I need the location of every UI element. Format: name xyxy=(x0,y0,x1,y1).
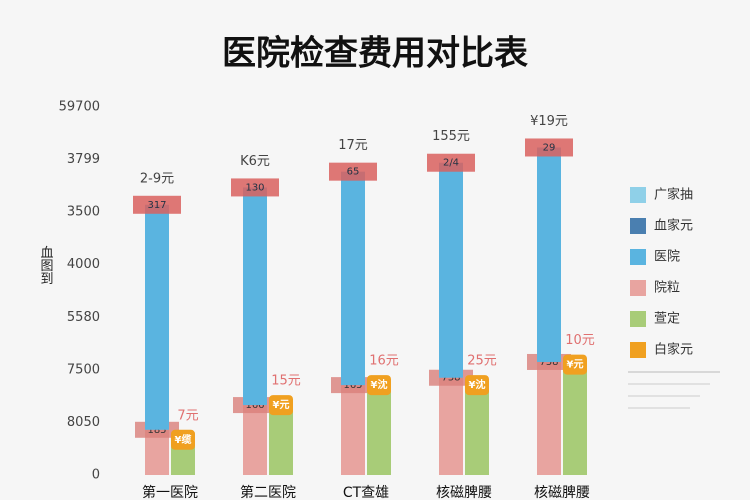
y-tick-label: 59700 xyxy=(59,100,100,115)
bar xyxy=(563,364,587,475)
bar xyxy=(243,405,267,475)
y-tick-label: 5580 xyxy=(67,310,100,325)
green-top-label: 15元 xyxy=(271,374,301,389)
top-label: K6元 xyxy=(240,154,270,169)
y-tick-label: 0 xyxy=(92,468,100,483)
cap-label: 65 xyxy=(347,167,360,178)
base-label: 166 xyxy=(245,400,264,411)
cap-box xyxy=(525,138,573,157)
x-tick-label: CT查雄 xyxy=(343,485,389,500)
y-axis-label: 血图到 xyxy=(38,246,54,285)
cap-box xyxy=(427,153,475,172)
legend-swatch xyxy=(630,187,646,203)
green-top-label: 10元 xyxy=(565,333,595,348)
chart-title: 医院检查费用对比表 xyxy=(222,34,528,74)
base-label: 165 xyxy=(343,380,362,391)
legend-swatch xyxy=(630,311,646,327)
icon-label: ¥缆 xyxy=(175,433,192,446)
bar xyxy=(243,187,267,406)
cap-label: 130 xyxy=(245,182,264,193)
legend-label: 萱定 xyxy=(654,312,680,327)
cap-box xyxy=(231,178,279,197)
icon-label: ¥元 xyxy=(567,359,584,371)
icon-box xyxy=(563,354,587,375)
bar xyxy=(367,385,391,475)
icon-label: ¥沈 xyxy=(371,378,388,391)
cap-box xyxy=(133,195,181,214)
green-top-label: 7元 xyxy=(177,408,198,423)
bar xyxy=(269,405,293,475)
icon-box xyxy=(171,429,195,450)
top-label: 2-9元 xyxy=(140,171,174,186)
x-tick-label: 核磁脾腰 xyxy=(436,485,492,500)
y-tick-label: 3500 xyxy=(67,205,100,220)
bar xyxy=(537,147,561,362)
y-tick-label: 7500 xyxy=(67,362,100,377)
bar xyxy=(465,385,489,475)
bar xyxy=(145,204,169,430)
x-tick-label: 第二医院 xyxy=(240,484,296,500)
base-label: 758 xyxy=(539,357,558,368)
x-tick-label: 第一医院 xyxy=(142,484,198,500)
cap-label: 2/4 xyxy=(443,158,459,169)
y-axis-label-text: 血图到 xyxy=(38,246,54,285)
bar xyxy=(439,162,463,378)
cap-label: 317 xyxy=(147,200,166,211)
legend-swatch xyxy=(630,218,646,234)
cap-box xyxy=(329,162,377,181)
green-top-label: 16元 xyxy=(369,354,399,369)
top-label: 155元 xyxy=(432,129,470,144)
icon-label: ¥元 xyxy=(273,399,290,411)
legend-label: 血家元 xyxy=(654,218,693,234)
legend-swatch xyxy=(630,280,646,296)
legend-label: 白家元 xyxy=(654,342,693,358)
base-label: 758 xyxy=(441,373,460,384)
icon-label: ¥沈 xyxy=(469,378,486,391)
icon-box xyxy=(465,375,489,396)
bar xyxy=(341,171,365,386)
green-top-label: 25元 xyxy=(467,354,497,369)
top-label: 17元 xyxy=(338,138,368,153)
y-tick-label: 8050 xyxy=(67,415,100,430)
base-label: 185 xyxy=(147,425,166,436)
x-tick-label: 核磁脾腰 xyxy=(534,485,590,500)
y-tick-label: 4000 xyxy=(67,257,100,272)
icon-box xyxy=(367,375,391,396)
legend-swatch xyxy=(630,342,646,358)
legend-label: 医院 xyxy=(654,250,680,265)
bar xyxy=(537,361,561,475)
legend-label: 广家抽 xyxy=(654,187,693,203)
legend-swatch xyxy=(630,249,646,265)
top-label: ¥19元 xyxy=(530,114,568,129)
legend-label: 院粒 xyxy=(654,281,680,296)
cap-label: 29 xyxy=(543,142,556,153)
bar xyxy=(341,385,365,475)
icon-box xyxy=(269,395,293,416)
y-tick-label: 3799 xyxy=(67,152,100,167)
bar xyxy=(439,377,463,475)
